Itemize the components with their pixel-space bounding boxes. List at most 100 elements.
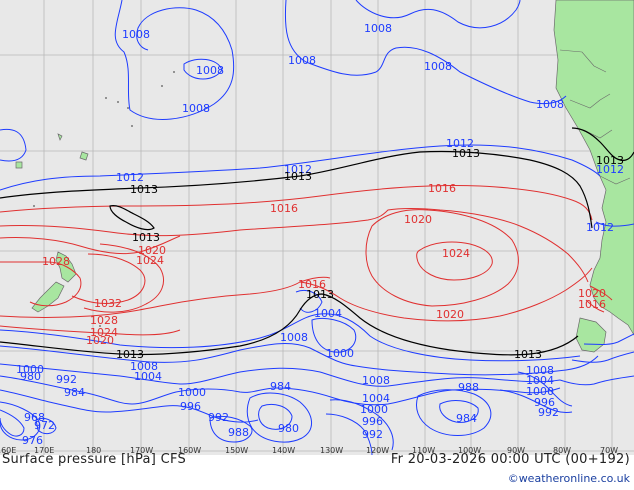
map-title: Surface pressure [hPa] CFS xyxy=(2,452,187,467)
isobar-label: 1004 xyxy=(314,307,342,320)
isobar-label: 1013 xyxy=(130,183,158,196)
isobar-label: 988 xyxy=(228,426,249,439)
isobar-label: 984 xyxy=(270,380,291,393)
forecast-datetime: Fr 20-03-2026 00:00 UTC (00+192) xyxy=(390,452,630,467)
isobar-label: 1000 xyxy=(526,385,554,398)
pacific-island-a xyxy=(79,151,89,161)
high-isobars xyxy=(0,184,613,336)
isobar-label: 1008 xyxy=(364,22,392,35)
lon-label: 180 xyxy=(86,446,101,455)
country-borders xyxy=(559,49,631,185)
south-america-land xyxy=(553,0,634,336)
isobar-label: 1008 xyxy=(536,98,564,111)
lon-label: 120W xyxy=(366,446,389,455)
isobar-label: 1013 xyxy=(284,170,312,183)
isobar-label: 1020 xyxy=(404,213,432,226)
lon-label: 170W xyxy=(130,446,153,455)
weather-map: 1008 1008 1008 1008 1008 1008 1008 1012 … xyxy=(0,0,634,455)
isobar-label: 1004 xyxy=(362,392,390,405)
isobar-label: 1016 xyxy=(578,298,606,311)
lon-label: 150W xyxy=(225,446,248,455)
isobar-label: 1020 xyxy=(436,308,464,321)
isobar-label: 1000 xyxy=(16,363,44,376)
lon-label: 70W xyxy=(600,446,618,455)
lon-label: 80W xyxy=(553,446,571,455)
isobar-label: 1024 xyxy=(136,254,164,267)
isobar-label: 1008 xyxy=(196,64,224,77)
isobar-label: 996 xyxy=(180,400,201,413)
isobar-label: 1008 xyxy=(130,360,158,373)
high-isobar-labels: 1016 1016 1016 1016 1020 1020 1020 1020 … xyxy=(42,182,606,347)
isobar-label: 1016 xyxy=(298,278,326,291)
isobar-label: 1000 xyxy=(178,386,206,399)
isobar-label: 1028 xyxy=(42,255,70,268)
isobar-label: 1020 xyxy=(86,334,114,347)
isobar-label: 1008 xyxy=(424,60,452,73)
isobar-label: 980 xyxy=(20,370,41,383)
lon-label: 160W xyxy=(178,446,201,455)
isobar-label: 992 xyxy=(538,406,559,419)
isobar-label: 1012 xyxy=(586,221,614,234)
low-isobar-labels: 1008 1008 1008 1008 1008 1008 1008 1012 … xyxy=(16,22,624,447)
isobar-label: 980 xyxy=(278,422,299,435)
isobar-label: 1016 xyxy=(428,182,456,195)
isobar-label: 1000 xyxy=(326,347,354,360)
isobar-label: 972 xyxy=(34,419,55,432)
isobar-label: 996 xyxy=(534,396,555,409)
lon-label: 130W xyxy=(320,446,343,455)
isobar-label: 1013 xyxy=(132,231,160,244)
isobar-label: 1024 xyxy=(90,326,118,339)
isobar-label: 992 xyxy=(208,411,229,424)
isobar-label: 1013 xyxy=(116,348,144,361)
isobar-label: 984 xyxy=(456,412,477,425)
isobar-label: 984 xyxy=(64,386,85,399)
isobar-label: 1000 xyxy=(360,403,388,416)
map-footer: Surface pressure [hPa] CFS Fr 20-03-2026… xyxy=(0,452,634,490)
isobar-label: 1024 xyxy=(442,247,470,260)
isobar-label: 1016 xyxy=(270,202,298,215)
isobar-label: 1013 xyxy=(596,154,624,167)
island-dots xyxy=(33,71,175,327)
low-isobars xyxy=(0,0,634,455)
isobar-label: 1004 xyxy=(134,370,162,383)
lon-label: 100W xyxy=(458,446,481,455)
isobar-label: 1028 xyxy=(90,314,118,327)
isobar-label: 992 xyxy=(362,428,383,441)
isobar-label: 1008 xyxy=(280,331,308,344)
lon-label: 170E xyxy=(34,446,54,455)
isobar-label: 1012 xyxy=(284,163,312,176)
site-credit-link[interactable]: ©weatheronline.co.uk xyxy=(507,472,630,485)
standard-isobars xyxy=(0,127,634,356)
lon-label: 160E xyxy=(0,446,16,455)
pressure-chart: 1008 1008 1008 1008 1008 1008 1008 1012 … xyxy=(0,0,634,455)
isobar-label: 1008 xyxy=(526,364,554,377)
isobar-label: 1012 xyxy=(446,137,474,150)
pacific-island-b xyxy=(15,161,23,169)
pacific-island-c xyxy=(57,133,63,141)
lon-label: 90W xyxy=(507,446,525,455)
isobar-label: 1013 xyxy=(514,348,542,361)
isobar-label: 976 xyxy=(22,434,43,447)
isobar-label: 1008 xyxy=(288,54,316,67)
isobar-label: 1008 xyxy=(182,102,210,115)
isobar-label: 988 xyxy=(458,381,479,394)
isobar-label: 1020 xyxy=(578,287,606,300)
isobar-label: 1008 xyxy=(362,374,390,387)
tierra-del-fuego-land xyxy=(575,317,607,353)
isobar-label: 1008 xyxy=(122,28,150,41)
longitude-labels: 160E 170E 180 170W 160W 150W 140W 130W 1… xyxy=(0,446,618,455)
isobar-label: 1032 xyxy=(94,297,122,310)
isobar-label: 1012 xyxy=(116,171,144,184)
lon-label: 140W xyxy=(272,446,295,455)
isobar-label: 996 xyxy=(362,415,383,428)
isobar-label: 968 xyxy=(24,411,45,424)
isobar-label: 992 xyxy=(56,373,77,386)
new-zealand-south-island xyxy=(31,281,65,313)
isobar-label: 1004 xyxy=(526,374,554,387)
isobar-label: 1013 xyxy=(452,147,480,160)
isobar-label: 1012 xyxy=(596,163,624,176)
lon-label: 110W xyxy=(412,446,435,455)
isobar-label: 1020 xyxy=(138,244,166,257)
isobar-label: 1013 xyxy=(306,288,334,301)
standard-isobar-labels: 1013 1013 1013 1013 1013 1013 1013 xyxy=(116,147,624,361)
